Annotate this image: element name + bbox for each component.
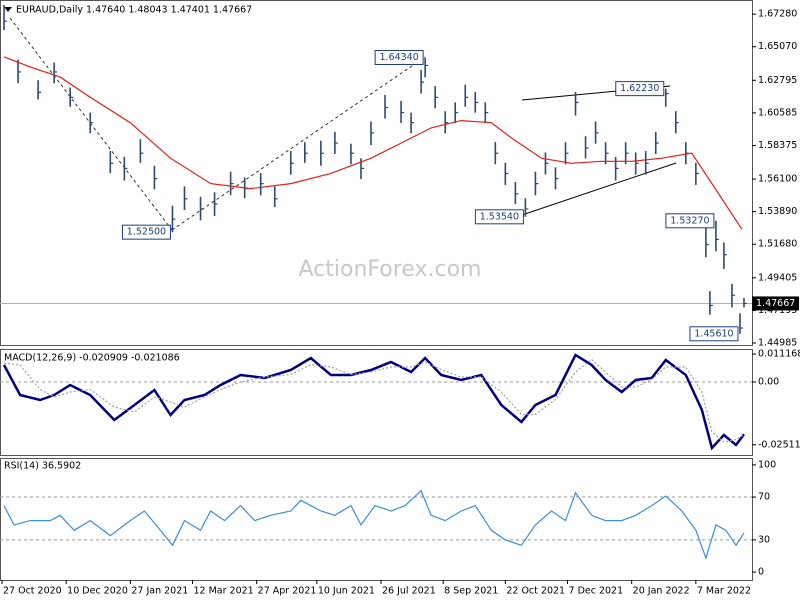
macd-panel (0, 349, 753, 456)
y-tick-label: 1.62795 (758, 75, 797, 86)
annotation-label: 1.64340 (379, 52, 418, 63)
y-tick-label: 1.67280 (758, 9, 797, 20)
annotation-box (474, 209, 524, 225)
x-tick-label: 10 Dec 2020 (67, 586, 128, 597)
y-tick-label: 1.60585 (758, 107, 797, 118)
y-tick-label: 1.49405 (758, 272, 797, 283)
x-tick-label: 27 Jan 2021 (131, 586, 188, 597)
trend-line (521, 162, 677, 216)
annotation-box (665, 213, 715, 229)
x-tick-label: 22 Oct 2021 (506, 586, 565, 597)
x-tick-label: 12 Mar 2021 (194, 586, 254, 597)
y-tick-label: 1.51680 (758, 239, 797, 250)
price-panel (0, 0, 753, 346)
x-tick-label: 10 Jun 2021 (318, 586, 375, 597)
y-tick-label: 1.65070 (758, 41, 797, 52)
annotation-box (374, 49, 424, 65)
y-tick-label: 100 (758, 459, 776, 470)
series-line (2, 353, 746, 451)
x-tick-label: 27 Apr 2021 (258, 586, 317, 597)
series-line (3, 56, 743, 230)
price-title: EURAUD,Daily 1.47640 1.48043 1.47401 1.4… (16, 5, 252, 16)
x-tick-label: 7 Dec 2021 (569, 586, 624, 597)
y-tick-label: 1.56100 (758, 174, 797, 185)
x-tick-label: 8 Sep 2021 (444, 586, 498, 597)
last-price-box (752, 296, 799, 311)
last-price-label: 1.47667 (756, 298, 795, 309)
annotation-label: 1.45610 (694, 328, 733, 339)
x-tick-label: 26 Jul 2021 (382, 586, 436, 597)
series-line (3, 489, 745, 561)
y-tick-label: 0.011168 (758, 349, 800, 360)
rsi-title: RSI(14) 36.5902 (4, 461, 81, 472)
y-tick-label: 30 (758, 534, 770, 545)
x-tick-label: 7 Mar 2022 (697, 586, 751, 597)
annotation-label: 1.53540 (480, 211, 519, 222)
menu-icon (4, 7, 12, 12)
y-tick-label: 0.00 (758, 377, 779, 388)
annotation-box (689, 326, 739, 342)
annotation-label: 1.52500 (127, 227, 166, 238)
rsi-panel (0, 458, 753, 581)
y-tick-label: 0 (758, 567, 764, 578)
annotation-label: 1.62230 (620, 83, 659, 94)
x-tick-label: 27 Oct 2020 (3, 586, 62, 597)
y-tick-label: 1.53890 (758, 206, 797, 217)
x-tick-label: 20 Jan 2022 (633, 586, 690, 597)
annotation-box (615, 81, 665, 97)
series-line (3, 358, 745, 443)
annotation-label: 1.53270 (670, 215, 709, 226)
y-tick-label: 1.58375 (758, 140, 797, 151)
trend-line (171, 56, 426, 231)
y-tick-label: 1.44985 (758, 338, 797, 349)
macd-title: MACD(12,26,9) -0.020909 -0.021086 (4, 353, 180, 364)
y-tick-label: -0.025117 (758, 439, 800, 450)
watermark: ActionForex.com (299, 257, 482, 282)
annotation-box (121, 224, 171, 240)
y-tick-label: 70 (758, 492, 770, 503)
